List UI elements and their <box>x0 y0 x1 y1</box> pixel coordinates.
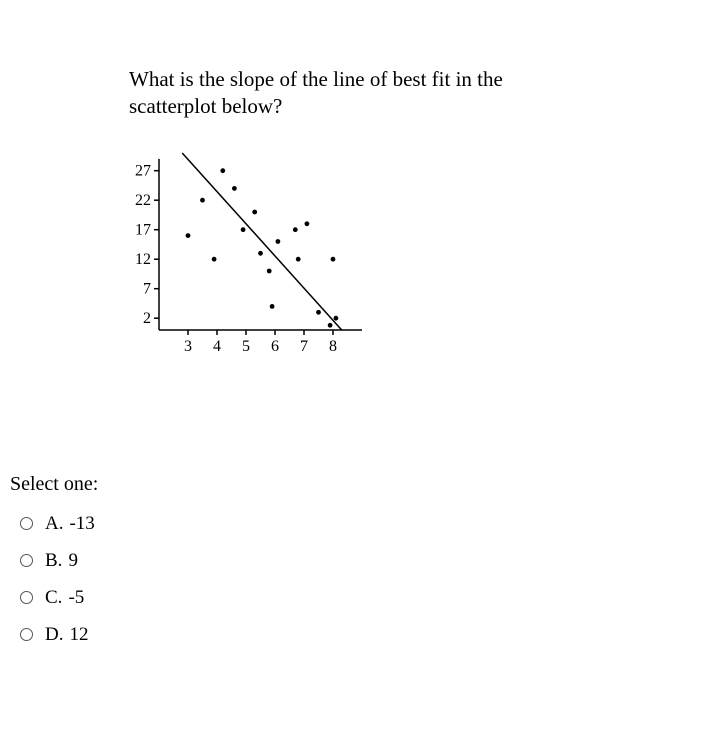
svg-text:27: 27 <box>135 163 151 180</box>
option-letter: C. <box>45 587 62 609</box>
radio-icon <box>20 591 33 604</box>
svg-text:22: 22 <box>135 192 151 209</box>
options-group: A. -13 B. 9 C. -5 D. 12 <box>20 505 95 653</box>
svg-text:7: 7 <box>143 281 151 298</box>
svg-text:5: 5 <box>242 338 250 355</box>
option-text: -13 <box>69 513 94 535</box>
select-one-label: Select one: <box>10 473 98 496</box>
svg-text:17: 17 <box>135 222 151 239</box>
radio-icon <box>20 517 33 530</box>
option-letter: B. <box>45 550 62 572</box>
option-b[interactable]: B. 9 <box>20 542 95 579</box>
svg-text:2: 2 <box>143 310 151 327</box>
option-text: 9 <box>68 550 78 572</box>
option-text: 12 <box>69 624 88 646</box>
scatterplot: 2712172227345678 <box>129 140 369 370</box>
option-letter: A. <box>45 513 63 535</box>
option-text: -5 <box>68 587 84 609</box>
svg-text:4: 4 <box>213 338 221 355</box>
svg-text:8: 8 <box>329 338 337 355</box>
question-text: What is the slope of the line of best fi… <box>129 66 509 121</box>
option-c[interactable]: C. -5 <box>20 579 95 616</box>
svg-text:7: 7 <box>300 338 308 355</box>
svg-text:3: 3 <box>184 338 192 355</box>
radio-icon <box>20 628 33 641</box>
radio-icon <box>20 554 33 567</box>
svg-text:6: 6 <box>271 338 279 355</box>
option-letter: D. <box>45 624 63 646</box>
option-d[interactable]: D. 12 <box>20 616 95 653</box>
option-a[interactable]: A. -13 <box>20 505 95 542</box>
svg-text:12: 12 <box>135 251 151 268</box>
